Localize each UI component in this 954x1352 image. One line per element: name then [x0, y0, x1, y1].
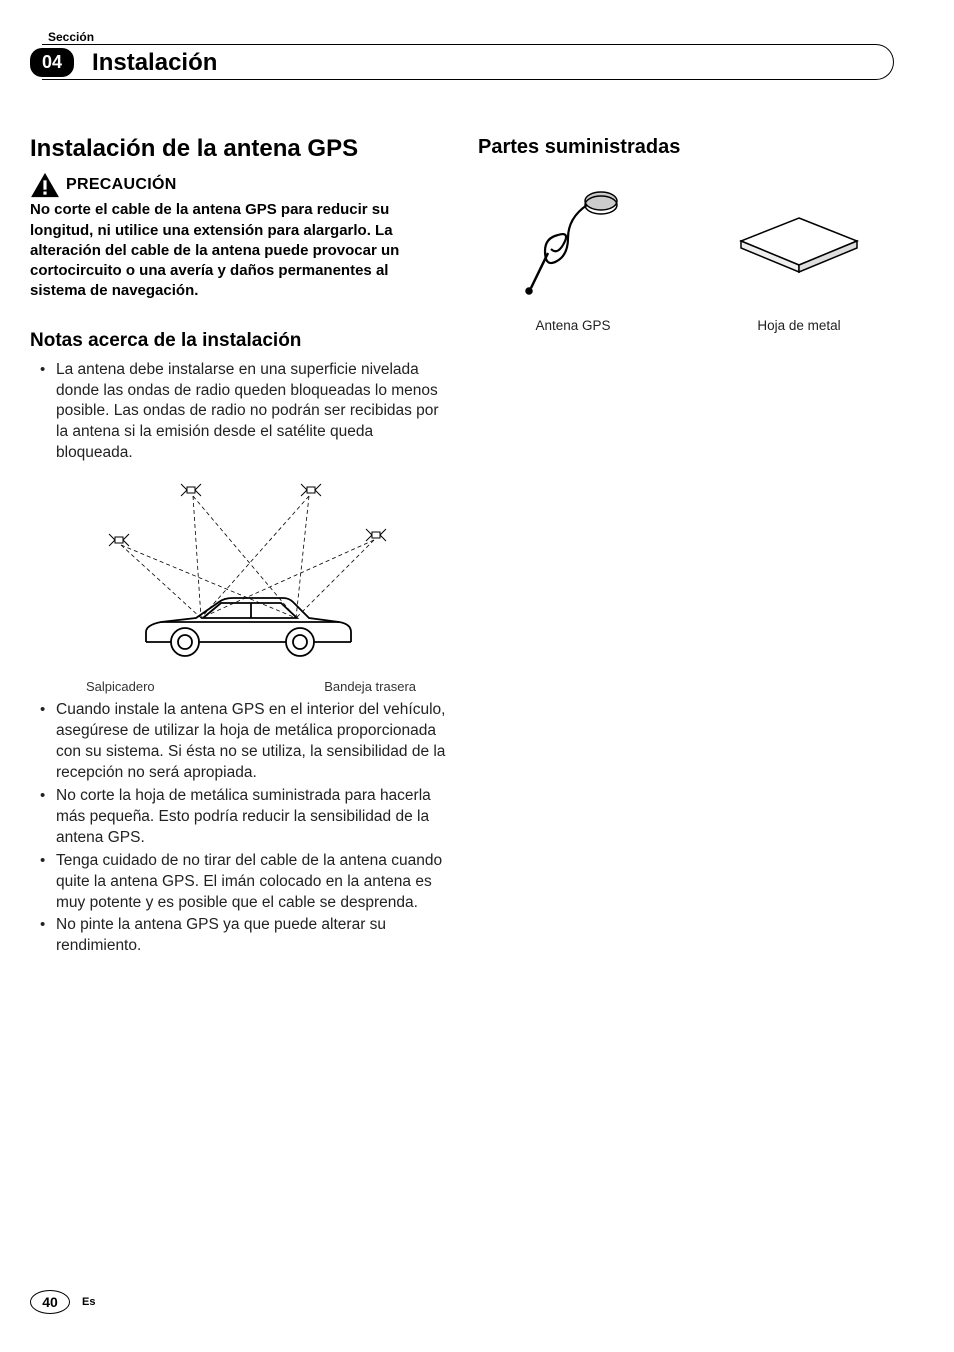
section-header: Sección 04 Instalación	[30, 30, 894, 80]
metal-sheet-icon	[729, 183, 869, 303]
list-item: No corte la hoja de metálica suministrad…	[30, 786, 446, 849]
part-metal-sheet: Hoja de metal	[704, 183, 894, 333]
main-heading: Instalación de la antena GPS	[30, 136, 446, 162]
notes-list: La antena debe instalarse en una superfi…	[30, 360, 446, 465]
antenna-icon	[513, 183, 633, 303]
left-column: Instalación de la antena GPS PRECAUCIÓN …	[30, 136, 446, 959]
right-column: Partes suministradas Antena GPS	[478, 136, 894, 959]
warning-row: PRECAUCIÓN	[30, 172, 446, 198]
list-item: No pinte la antena GPS ya que puede alte…	[30, 915, 446, 957]
header-bar: 04 Instalación	[30, 44, 894, 80]
parts-heading: Partes suministradas	[478, 136, 894, 159]
section-number-badge: 04	[30, 48, 74, 77]
car-satellite-diagram: Salpicadero Bandeja trasera	[56, 470, 446, 694]
section-label: Sección	[30, 30, 894, 44]
language-code: Es	[82, 1296, 95, 1308]
part-antenna-caption: Antena GPS	[478, 318, 668, 333]
chapter-title: Instalación	[92, 49, 217, 77]
warning-text: No corte el cable de la antena GPS para …	[30, 200, 446, 301]
part-sheet-caption: Hoja de metal	[704, 318, 894, 333]
list-item: Tenga cuidado de no tirar del cable de l…	[30, 851, 446, 914]
page-footer: 40 Es	[30, 1290, 95, 1314]
notes-list-contd: Cuando instale la antena GPS en el inter…	[30, 700, 446, 957]
diagram-label-dash: Salpicadero	[86, 679, 155, 694]
warning-word: PRECAUCIÓN	[66, 176, 177, 194]
parts-row: Antena GPS Hoja de metal	[478, 183, 894, 333]
header-rule: Instalación	[42, 44, 894, 80]
page-number: 40	[30, 1290, 70, 1314]
warning-triangle-icon	[30, 172, 60, 198]
list-item: Cuando instale la antena GPS en el inter…	[30, 700, 446, 784]
diagram-labels: Salpicadero Bandeja trasera	[56, 679, 446, 694]
content-columns: Instalación de la antena GPS PRECAUCIÓN …	[30, 136, 894, 959]
notes-heading: Notas acerca de la instalación	[30, 330, 446, 352]
diagram-label-rear: Bandeja trasera	[324, 679, 416, 694]
list-item: La antena debe instalarse en una superfi…	[30, 360, 446, 465]
part-antenna: Antena GPS	[478, 183, 668, 333]
